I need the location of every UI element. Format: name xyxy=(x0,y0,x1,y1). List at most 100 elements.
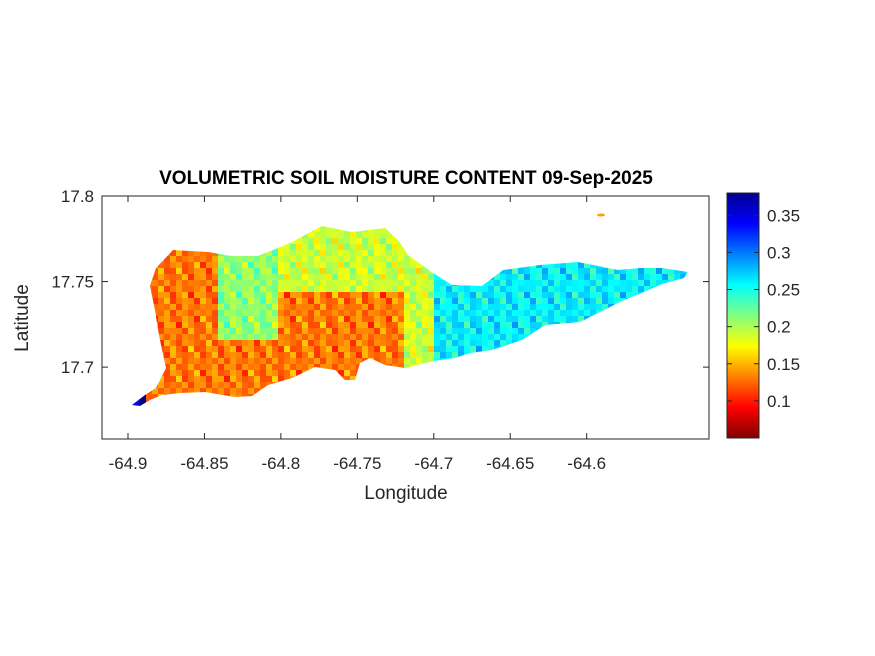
heat-cell xyxy=(584,280,591,287)
heat-cell xyxy=(416,286,423,293)
heat-cell xyxy=(416,340,423,347)
heat-cell xyxy=(218,352,225,359)
heat-cell xyxy=(266,322,273,329)
heat-cell xyxy=(368,274,375,281)
heat-cell xyxy=(344,256,351,263)
heat-cell xyxy=(164,334,171,341)
heat-cell xyxy=(284,334,291,341)
heat-cell xyxy=(182,352,189,359)
heat-cell xyxy=(164,328,171,335)
heat-cell xyxy=(308,358,315,365)
heat-cell xyxy=(362,340,369,347)
heat-cell xyxy=(482,328,489,335)
heat-cell xyxy=(464,310,471,317)
heat-cell xyxy=(584,262,591,269)
heat-cell xyxy=(320,358,327,365)
heat-cell xyxy=(398,334,405,341)
colorbar-tick-label: 0.25 xyxy=(767,281,800,300)
heat-cell xyxy=(566,310,573,317)
heat-cell xyxy=(548,268,555,275)
heat-cell xyxy=(440,304,447,311)
heat-cell xyxy=(578,292,585,299)
heat-cell xyxy=(368,268,375,275)
heat-cell xyxy=(530,274,537,281)
heat-cell xyxy=(302,244,309,251)
heat-cell xyxy=(278,340,285,347)
heat-cell xyxy=(410,346,417,353)
heat-cell xyxy=(302,298,309,305)
heat-cell xyxy=(248,382,255,389)
heat-cell xyxy=(470,304,477,311)
heat-cell xyxy=(410,358,417,365)
x-tick-label: -64.8 xyxy=(262,454,301,473)
heat-cell xyxy=(488,304,495,311)
heat-cell xyxy=(302,340,309,347)
heat-cell xyxy=(266,340,273,347)
heat-cell xyxy=(398,358,405,365)
heat-cell xyxy=(164,262,171,269)
heat-cell xyxy=(242,268,249,275)
heat-cell xyxy=(254,304,261,311)
heat-cell xyxy=(488,340,495,347)
heat-cell xyxy=(314,292,321,299)
heat-cell xyxy=(392,274,399,281)
heat-cell xyxy=(296,292,303,299)
heat-cell xyxy=(236,346,243,353)
heat-cell xyxy=(326,238,333,245)
heat-cell xyxy=(452,292,459,299)
heat-cell xyxy=(248,334,255,341)
x-tick-label: -64.6 xyxy=(567,454,606,473)
heat-cell xyxy=(314,346,321,353)
heat-cell xyxy=(200,256,207,263)
heat-cell xyxy=(236,256,243,263)
heat-cell xyxy=(206,388,213,395)
heat-cell xyxy=(434,310,441,317)
heat-cell xyxy=(326,322,333,329)
heat-cell xyxy=(392,352,399,359)
heat-cell xyxy=(536,262,543,269)
heat-cell xyxy=(290,352,297,359)
heat-cell xyxy=(320,328,327,335)
heat-cell xyxy=(482,316,489,323)
heat-cell xyxy=(218,328,225,335)
heat-cell xyxy=(272,352,279,359)
heat-cell xyxy=(248,346,255,353)
heat-cell xyxy=(380,280,387,287)
heat-cell xyxy=(266,268,273,275)
heat-cell xyxy=(236,334,243,341)
heat-cell xyxy=(560,280,567,287)
heat-cell xyxy=(470,322,477,329)
heat-cell xyxy=(542,292,549,299)
heat-cell xyxy=(518,304,525,311)
heat-cell xyxy=(182,358,189,365)
heat-cell xyxy=(392,328,399,335)
heat-cell xyxy=(308,274,315,281)
heat-cell xyxy=(530,328,537,335)
heat-cell xyxy=(158,280,165,287)
heat-cell xyxy=(194,334,201,341)
heat-cell xyxy=(284,358,291,365)
heat-cell xyxy=(422,286,429,293)
heat-cell xyxy=(350,340,357,347)
heat-cell xyxy=(236,352,243,359)
heat-cell xyxy=(170,334,177,341)
heat-cell xyxy=(548,262,555,269)
heat-cell xyxy=(368,304,375,311)
heat-cell xyxy=(386,238,393,245)
heat-cell xyxy=(566,268,573,275)
heat-cell xyxy=(392,268,399,275)
heat-cell xyxy=(488,328,495,335)
heat-cell xyxy=(158,274,165,281)
heat-cell xyxy=(206,298,213,305)
colorbar-gradient xyxy=(726,192,760,439)
heat-cell xyxy=(386,274,393,281)
heat-cell xyxy=(272,262,279,269)
heat-cell xyxy=(224,304,231,311)
heat-cell xyxy=(434,346,441,353)
heat-cell xyxy=(392,298,399,305)
heat-cell xyxy=(512,304,519,311)
heat-cell xyxy=(248,256,255,263)
heat-cell xyxy=(248,262,255,269)
heat-cell xyxy=(212,256,219,263)
heat-cell xyxy=(230,346,237,353)
